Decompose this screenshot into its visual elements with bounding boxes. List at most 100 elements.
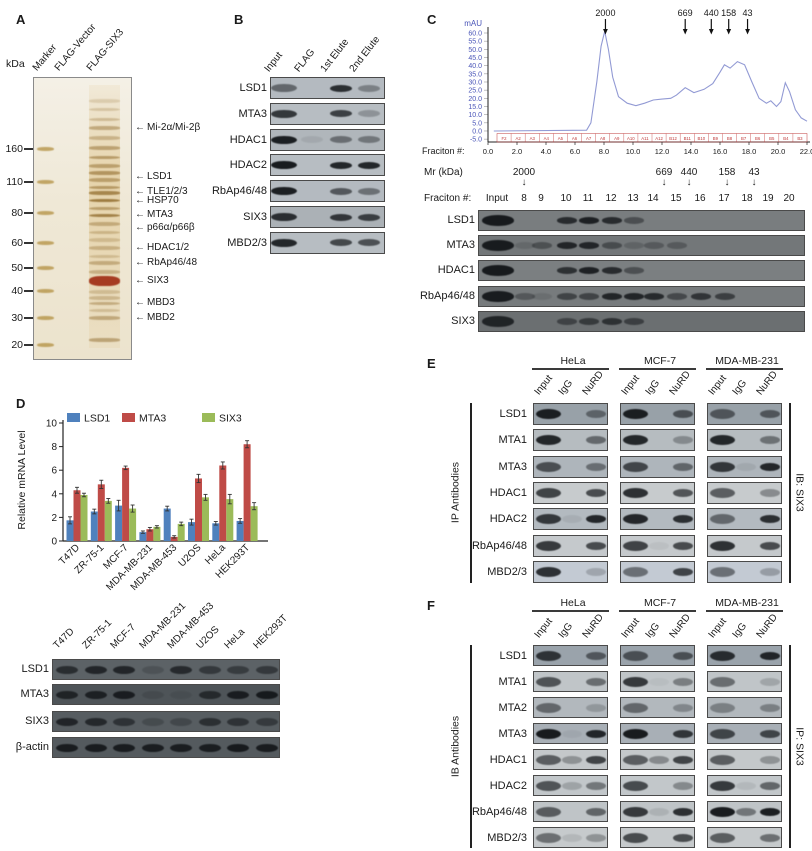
left-arrow-icon: ← bbox=[135, 222, 145, 234]
gel-band bbox=[89, 155, 120, 160]
blot-panel bbox=[478, 210, 805, 231]
bar bbox=[146, 529, 154, 541]
ip-lane-label: NuRD bbox=[667, 612, 693, 641]
gel-band bbox=[89, 295, 120, 300]
gel-band bbox=[89, 213, 120, 218]
marker-weight-label: 30 bbox=[11, 312, 23, 325]
blot-band bbox=[709, 728, 735, 739]
mr-marker-label: 440 bbox=[680, 167, 698, 178]
bar bbox=[104, 500, 112, 541]
blot-band bbox=[624, 293, 644, 300]
down-arrowhead-icon bbox=[745, 29, 750, 35]
x-tick-label: 6.0 bbox=[570, 147, 580, 156]
blot-panel bbox=[707, 455, 782, 478]
blot-band bbox=[586, 807, 606, 816]
cell-line-header: MCF-7 bbox=[643, 597, 677, 609]
bar bbox=[177, 523, 185, 541]
blot-band bbox=[56, 665, 78, 674]
marker-tick bbox=[24, 289, 33, 292]
fraction-lane-label: 12 bbox=[605, 193, 617, 204]
blot-band bbox=[673, 651, 693, 660]
cell-line-header: MCF-7 bbox=[643, 355, 677, 367]
y-tick-label: 8 bbox=[51, 442, 57, 453]
fraction-cell-label: B11 bbox=[684, 136, 692, 141]
blot-row-label: RbAp46/48 bbox=[419, 290, 475, 302]
blot-panel bbox=[533, 560, 608, 583]
bar bbox=[66, 520, 74, 541]
blot-band bbox=[760, 833, 780, 842]
legend-label: SIX3 bbox=[219, 413, 242, 425]
panel-a-label: A bbox=[16, 12, 26, 27]
blot-band bbox=[358, 213, 380, 221]
fraction-cell-label: A7 bbox=[586, 136, 592, 141]
blot-band bbox=[709, 566, 735, 577]
blot-band bbox=[141, 665, 164, 674]
down-arrow-icon: ↓ bbox=[724, 177, 730, 188]
x-tick-label: 20.0 bbox=[771, 147, 786, 156]
fraction-cell-label: B4 bbox=[783, 136, 789, 141]
fraction-cell-label: A4 bbox=[544, 136, 550, 141]
gel-annotation: ← MBD2 bbox=[135, 312, 175, 324]
left-arrow-icon: ← bbox=[135, 170, 145, 182]
blot-band bbox=[760, 703, 780, 712]
mw-marker-label: 2000 bbox=[595, 8, 615, 18]
blot-panel bbox=[620, 671, 695, 692]
blot-band bbox=[622, 540, 648, 551]
blot-row-label: RbAp46/48 bbox=[211, 185, 267, 198]
mau-tick-label: 15.0 bbox=[468, 104, 482, 111]
x-tick-label: 0.0 bbox=[483, 147, 493, 156]
blot-band bbox=[673, 462, 693, 471]
blot-band bbox=[673, 436, 693, 445]
blot-band bbox=[562, 729, 582, 738]
bar bbox=[243, 444, 251, 541]
blot-band bbox=[227, 743, 249, 752]
marker-tick bbox=[24, 344, 33, 346]
blot-band bbox=[673, 410, 693, 418]
blot-row-label: RbAp46/48 bbox=[471, 539, 527, 552]
blot-band bbox=[624, 318, 644, 325]
blot-band bbox=[271, 109, 297, 118]
blot-band bbox=[709, 409, 735, 419]
blot-panel bbox=[533, 455, 608, 478]
blot-band bbox=[557, 242, 577, 249]
blot-row-label: MTA3 bbox=[446, 239, 475, 251]
blot-band bbox=[644, 242, 664, 249]
blot-band bbox=[760, 567, 780, 576]
blot-panel bbox=[707, 429, 782, 452]
ip-lane-label: Input bbox=[619, 616, 642, 641]
blot-panel bbox=[620, 560, 695, 583]
gel-band bbox=[89, 206, 120, 211]
gel-band bbox=[89, 301, 120, 306]
gel-annotation-label: LSD1 bbox=[147, 170, 173, 182]
blot-band bbox=[760, 729, 780, 738]
right-bracket-line bbox=[789, 403, 791, 583]
legend-label: LSD1 bbox=[84, 413, 110, 425]
blot-band bbox=[602, 267, 622, 274]
blot-band bbox=[535, 487, 561, 498]
kda-unit-label: kDa bbox=[6, 58, 25, 70]
blot-panel bbox=[533, 534, 608, 557]
blot-row-label: SIX3 bbox=[25, 715, 49, 727]
mw-marker-label: 440 bbox=[704, 8, 719, 18]
fraction-lane-label: 8 bbox=[521, 193, 527, 204]
gel-annotation-label: MBD3 bbox=[147, 297, 175, 309]
blot-panel bbox=[707, 775, 782, 796]
gel-annotation: ← SIX3 bbox=[135, 275, 169, 287]
blot-band bbox=[579, 217, 599, 224]
blot-band bbox=[586, 515, 606, 524]
marker-tick bbox=[24, 147, 33, 150]
blot-band bbox=[602, 217, 622, 224]
blot-band bbox=[709, 754, 735, 765]
down-arrowhead-icon bbox=[682, 29, 688, 35]
fraction-cell-label: B10 bbox=[697, 136, 705, 141]
blot-band bbox=[760, 807, 780, 816]
ip-lane-label: IgG bbox=[730, 620, 750, 641]
six3-main-band bbox=[89, 276, 120, 287]
gel-band bbox=[89, 338, 120, 342]
bar bbox=[212, 523, 220, 541]
blot-band bbox=[586, 703, 606, 712]
blot-band bbox=[482, 215, 514, 226]
ip-lane-label: IgG bbox=[643, 377, 663, 398]
blot-panel bbox=[533, 801, 608, 822]
panel-f-label: F bbox=[427, 598, 435, 613]
